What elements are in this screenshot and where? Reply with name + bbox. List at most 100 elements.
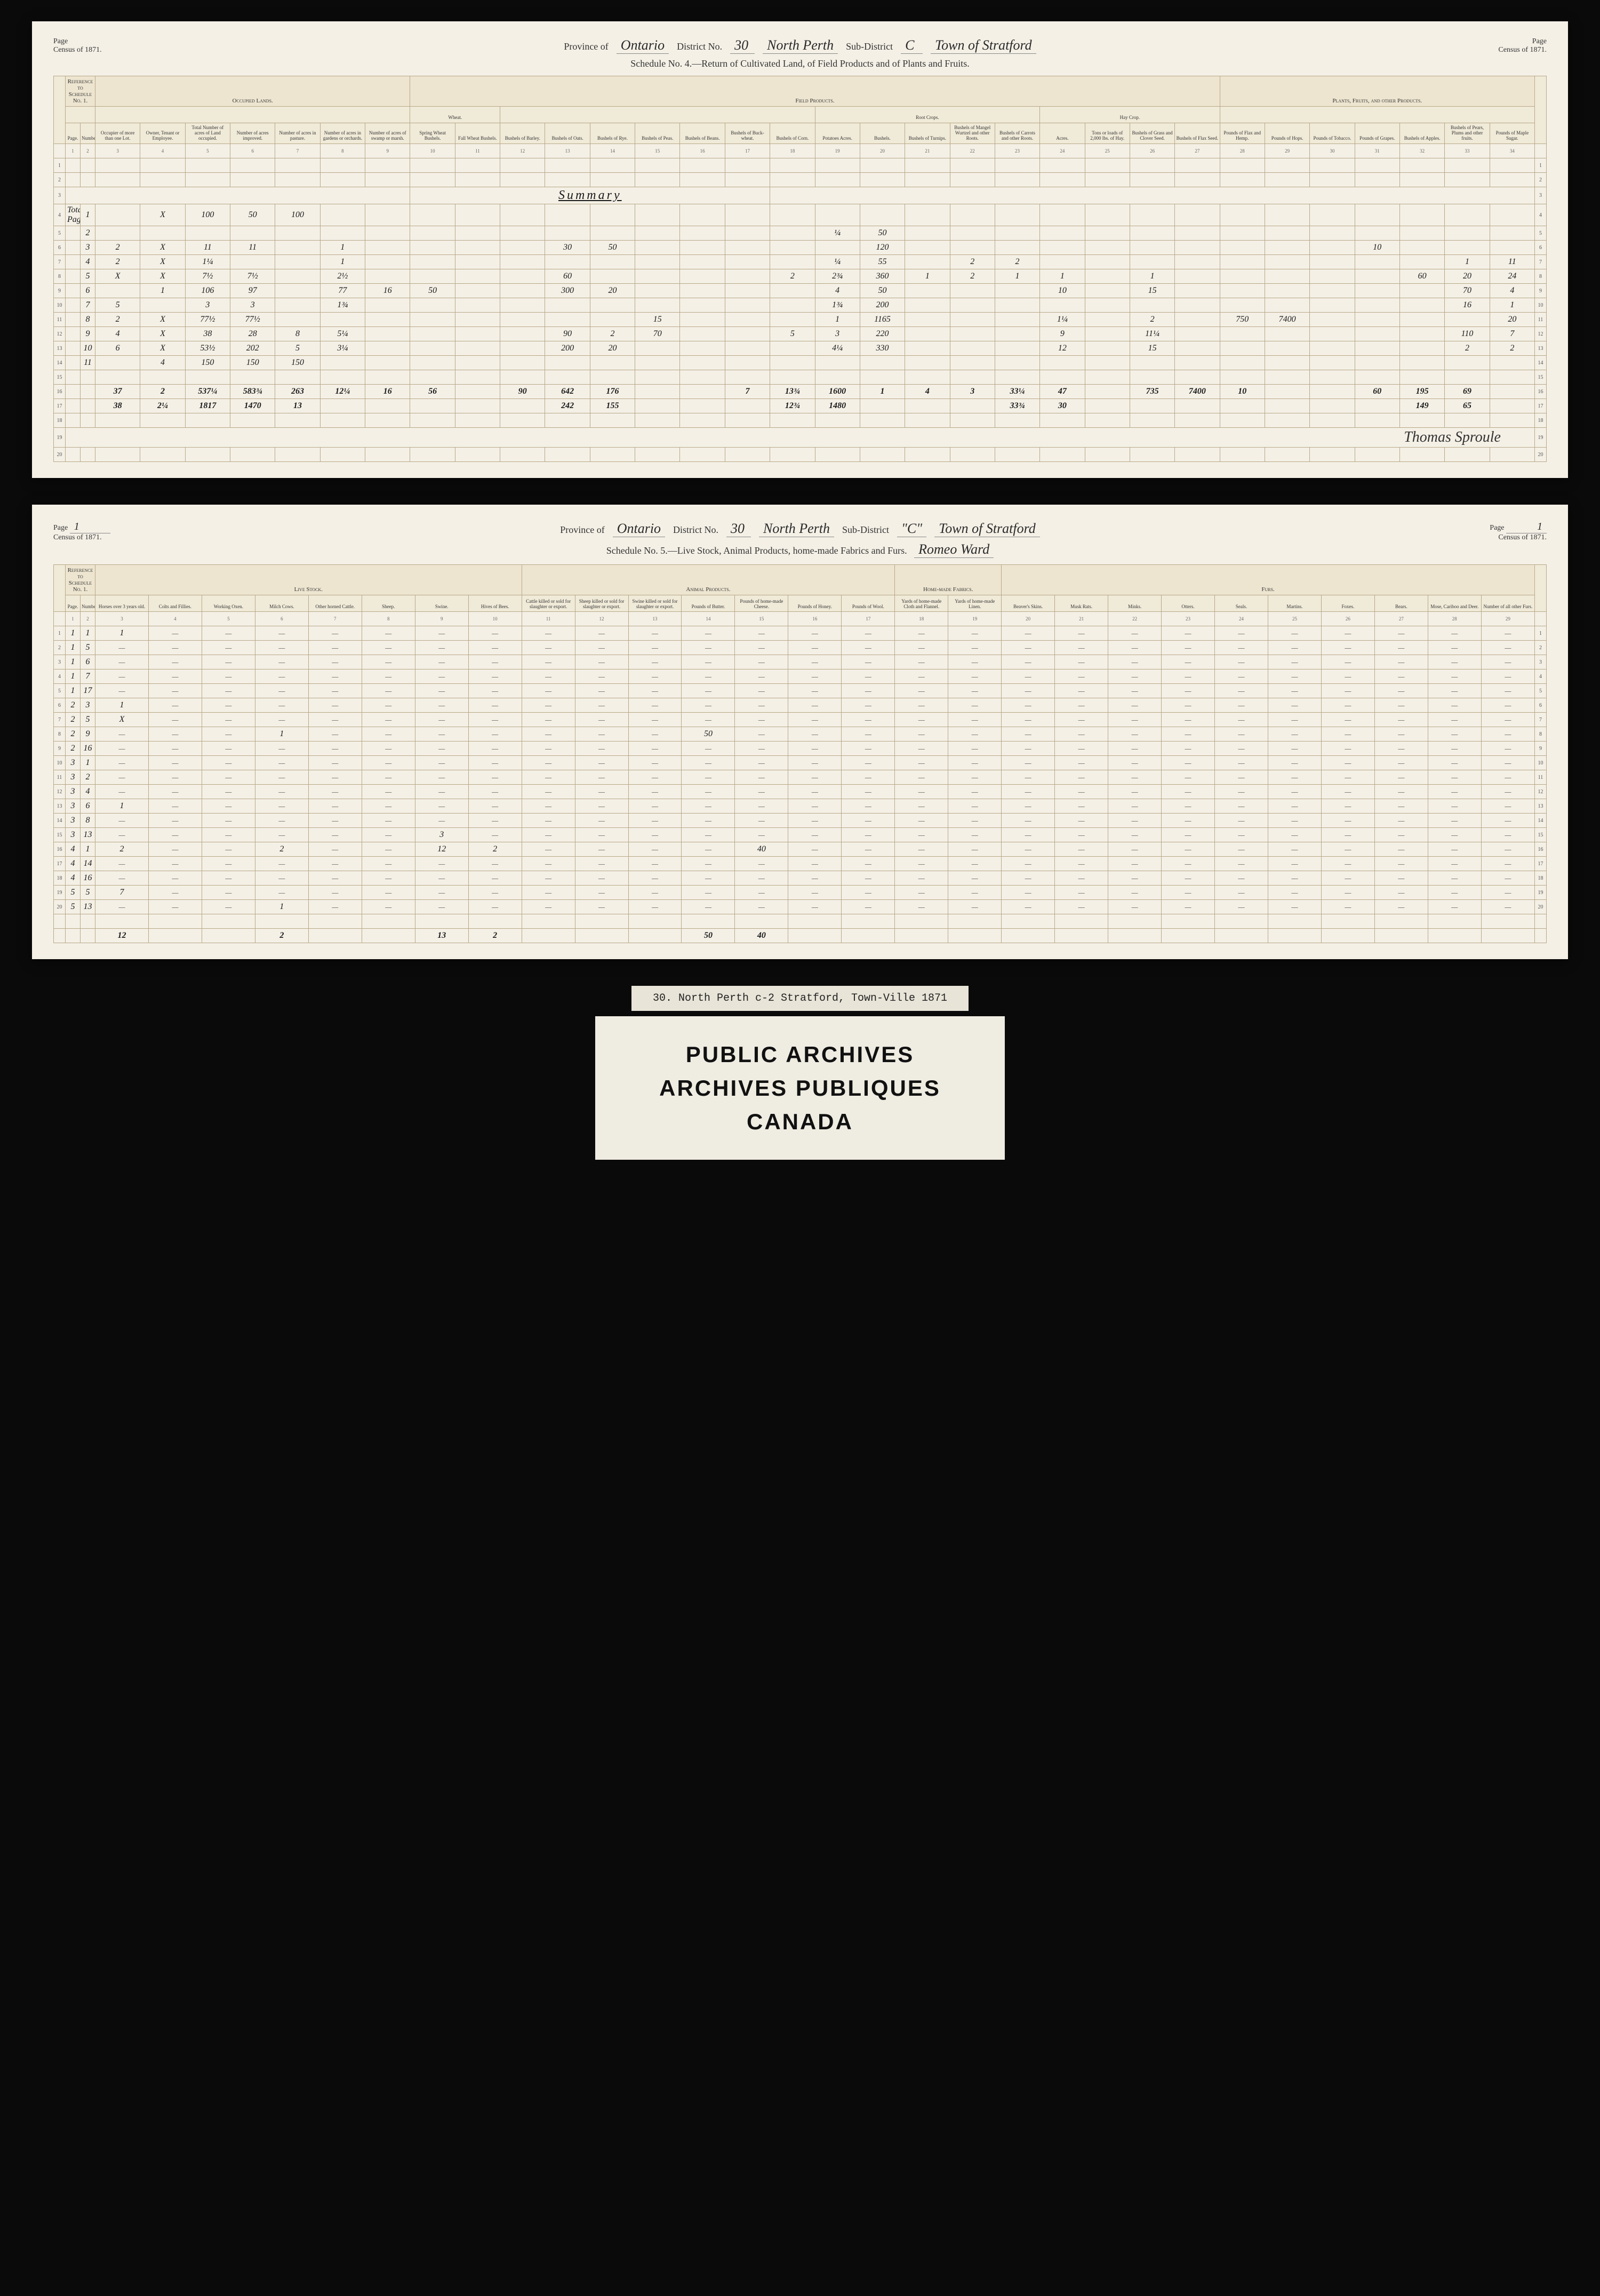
s4-grp-land: Occupied Lands. bbox=[95, 76, 410, 107]
header-row-s4: Province of Ontario District No. 30 Nort… bbox=[53, 37, 1547, 54]
s5-grp-furs: Furs. bbox=[1002, 565, 1535, 595]
s4-col-header: Pounds of Tobacco. bbox=[1310, 123, 1355, 144]
table-row: 19557——————————————————————————19 bbox=[54, 886, 1547, 900]
s5-col-header: Number of all other Furs. bbox=[1481, 595, 1534, 612]
s4-col-header: Occupier of more than one Lot. bbox=[95, 123, 140, 144]
totals-row: 17382¼181714701324215512¾148033¾30149651… bbox=[54, 399, 1547, 413]
page-label-right-s5: Page 1 Census of 1871. bbox=[1490, 521, 1547, 542]
table-row: 632X111113050120106 bbox=[54, 241, 1547, 255]
archive-small-label: 30. North Perth c-2 Stratford, Town-Vill… bbox=[631, 986, 969, 1011]
table-row: 9216———————————————————————————9 bbox=[54, 742, 1547, 756]
district-label-s5: District No. bbox=[673, 524, 718, 536]
page-label-left: Page Census of 1871. bbox=[53, 37, 102, 54]
s4-col-header: Acres. bbox=[1040, 123, 1085, 144]
ward-value: Romeo Ward bbox=[914, 541, 994, 558]
s5-tbody: 1111——————————————————————————1215——————… bbox=[54, 626, 1547, 943]
table-row: 4Total Page1X100501004 bbox=[54, 204, 1547, 226]
district-no-s5: 30 bbox=[726, 521, 751, 537]
province-label-s5: Province of bbox=[560, 524, 604, 536]
s4-tbody: 11223Summary34Total Page1X10050100452¼50… bbox=[54, 158, 1547, 462]
table-row: 1075331¾1¾20016110 bbox=[54, 298, 1547, 313]
schedule-4-page: Page Census of 1871. Page Census of 1871… bbox=[32, 21, 1568, 478]
table-row: 1438———————————————————————————14 bbox=[54, 814, 1547, 828]
s4-col-header: Tons or loads of 2,000 lbs. of Hay. bbox=[1085, 123, 1130, 144]
s4-col-header: Number of acres of swamp or marsh. bbox=[365, 123, 410, 144]
table-row: 417———————————————————————————4 bbox=[54, 669, 1547, 684]
table-row: 215———————————————————————————2 bbox=[54, 641, 1547, 655]
subdistrict-letter-s5: "C" bbox=[897, 521, 926, 537]
s4-sub-hay: Hay Crop. bbox=[1040, 107, 1220, 123]
s4-col-header: Owner, Tenant or Employee. bbox=[140, 123, 185, 144]
s4-sub-root: Root Crops. bbox=[815, 107, 1040, 123]
archive-line2: ARCHIVES PUBLIQUES bbox=[659, 1071, 941, 1105]
s4-col-header: Potatoes Acres. bbox=[815, 123, 860, 144]
s5-grp-livestock: Live Stock. bbox=[95, 565, 522, 595]
s5-col-header: Yards of home-made Cloth and Flannel. bbox=[895, 595, 948, 612]
s4-col-header: Pounds of Hops. bbox=[1265, 123, 1309, 144]
s4-col-header: Bushels of Oats. bbox=[545, 123, 590, 144]
province-label: Province of bbox=[564, 41, 608, 52]
s4-col-header: Number of acres in gardens or orchards. bbox=[320, 123, 365, 144]
s4-grp-plants: Plants, Fruits, and other Products. bbox=[1220, 76, 1534, 107]
s5-col-header: Foxes. bbox=[1321, 595, 1374, 612]
s4-col-header: Pounds of Grapes. bbox=[1355, 123, 1399, 144]
table-row: 17414———————————————————————————17 bbox=[54, 857, 1547, 871]
table-row: 52¼505 bbox=[54, 226, 1547, 241]
table-row: 316———————————————————————————3 bbox=[54, 655, 1547, 669]
s4-col-header: Bushels of Pears, Plums and other fruits… bbox=[1445, 123, 1490, 144]
totals-row: 16372537¼583¾26312¼165690642176713¾16001… bbox=[54, 385, 1547, 399]
s4-col-header: Bushels of Flax Seed. bbox=[1175, 123, 1220, 144]
s4-col-header: Bushels of Apples. bbox=[1399, 123, 1444, 144]
s5-grp-animal: Animal Products. bbox=[522, 565, 895, 595]
s5-col-header: Yards of home-made Linen. bbox=[948, 595, 1002, 612]
schedule-4-table: Reference to Schedule No. 1. Occupied La… bbox=[53, 76, 1547, 462]
s4-col-header: Bushels of Buck-wheat. bbox=[725, 123, 770, 144]
province-value-s5: Ontario bbox=[613, 521, 665, 537]
s5-col-header: Sheep. bbox=[362, 595, 415, 612]
s4-col-header: Bushels of Beans. bbox=[680, 123, 725, 144]
s5-col-header: Minks. bbox=[1108, 595, 1162, 612]
s5-col-header: Sheep killed or sold for slaughter or ex… bbox=[575, 595, 628, 612]
s4-col-header: Bushels of Grass and Clover Seed. bbox=[1130, 123, 1174, 144]
table-row: 1132———————————————————————————11 bbox=[54, 770, 1547, 785]
schedule-5-page: Page 1 Census of 1871. Page 1 Census of … bbox=[32, 505, 1568, 959]
table-row: 16412——2——122————40——————————————16 bbox=[54, 842, 1547, 857]
s5-col-header: Mose, Cariboo and Deer. bbox=[1428, 595, 1481, 612]
table-row: 15313——————3————————————————————15 bbox=[54, 828, 1547, 842]
archive-line3: CANADA bbox=[659, 1105, 941, 1138]
s4-col-header: Spring Wheat Bushels. bbox=[410, 123, 455, 144]
summary-banner: Summary bbox=[558, 188, 622, 202]
s5-col-header: Cattle killed or sold for slaughter or e… bbox=[522, 595, 575, 612]
table-row: 1182X77½77½15111651¼275074002011 bbox=[54, 313, 1547, 327]
s5-col-header: Number. bbox=[81, 595, 95, 612]
s4-col-header: Pounds of Maple Sugar. bbox=[1490, 123, 1534, 144]
s4-col-header: Bushels of Rye. bbox=[590, 123, 635, 144]
province-value: Ontario bbox=[617, 37, 669, 54]
table-row: 1031———————————————————————————10 bbox=[54, 756, 1547, 770]
s4-col-header: Bushels of Mangel Wurtzel and other Root… bbox=[950, 123, 995, 144]
page-label-right: Page Census of 1871. bbox=[1498, 37, 1547, 54]
s4-col-header: Page. bbox=[66, 123, 81, 144]
header-row-s5: Province of Ontario District No. 30 Nort… bbox=[53, 521, 1547, 537]
archive-line1: PUBLIC ARCHIVES bbox=[659, 1038, 941, 1071]
enumerator-signature: Thomas Sproule bbox=[67, 429, 1533, 446]
table-row: 742X1¼1¼55221117 bbox=[54, 255, 1547, 269]
table-row: 829———1———————50———————————————8 bbox=[54, 727, 1547, 742]
totals-row: 1221325040 bbox=[54, 929, 1547, 943]
s5-col-header: Musk Rats. bbox=[1055, 595, 1108, 612]
table-row: 13106X53½20253¼200204¼33012152213 bbox=[54, 341, 1547, 356]
s4-col-header: Number of acres in pasture. bbox=[275, 123, 320, 144]
subdistrict-name-s5: Town of Stratford bbox=[934, 521, 1040, 537]
s5-col-header: Other horned Cattle. bbox=[308, 595, 362, 612]
s5-col-header: Martins. bbox=[1268, 595, 1321, 612]
s5-col-header: Pounds of Wool. bbox=[842, 595, 895, 612]
s5-col-header: Beaver's Skins. bbox=[1002, 595, 1055, 612]
s5-col-header: Horses over 3 years old. bbox=[95, 595, 149, 612]
table-row: 13361——————————————————————————13 bbox=[54, 799, 1547, 814]
s5-col-header: Pounds of home-made Cheese. bbox=[735, 595, 788, 612]
s4-col-header: Total Number of acres of Land occupied. bbox=[185, 123, 230, 144]
table-row: 725X——————————————————————————7 bbox=[54, 713, 1547, 727]
s5-col-header: Pounds of Honey. bbox=[788, 595, 842, 612]
s4-col-header: Number of acres improved. bbox=[230, 123, 275, 144]
district-name: North Perth bbox=[763, 37, 838, 54]
